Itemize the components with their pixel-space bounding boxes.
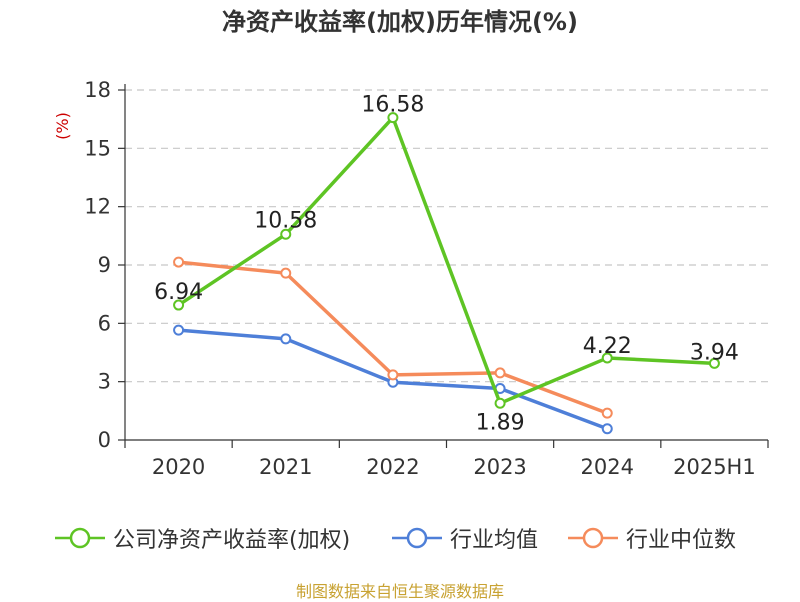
x-tick-label-2025H1: 2025H1 <box>673 455 756 479</box>
chart-title: 净资产收益率(加权)历年情况(%) <box>222 8 578 36</box>
y-tick-label-18: 18 <box>84 78 111 102</box>
data-point-s1-0[interactable] <box>173 324 185 336</box>
legend-item-industry-median[interactable]: 行业中位数 <box>568 518 736 558</box>
data-label-2021: 10.58 <box>254 208 317 233</box>
data-point-s2-3[interactable] <box>494 367 506 379</box>
legend-label-industry-median: 行业中位数 <box>626 528 737 553</box>
y-tick-label-0: 0 <box>98 428 111 452</box>
data-point-s1-1[interactable] <box>280 333 292 345</box>
series-line-2 <box>176 260 609 415</box>
data-labels: 6.94 10.58 16.58 1.89 4.22 3.94 <box>154 93 739 436</box>
y-tick-label-3: 3 <box>98 370 111 394</box>
data-point-s0-4[interactable] <box>601 352 613 364</box>
legend: 公司净资产收益率(加权) 行业均值 行业中位数 <box>0 518 800 558</box>
y-tick-label-6: 6 <box>98 311 111 335</box>
data-point-s0-2[interactable] <box>387 112 399 124</box>
x-tick-label-2023: 2023 <box>473 455 526 479</box>
legend-item-company[interactable]: 公司净资产收益率(加权) <box>55 518 350 558</box>
legend-marker-company <box>55 527 105 549</box>
legend-item-industry-mean[interactable]: 行业均值 <box>392 518 538 558</box>
source-note: 制图数据来自恒生聚源数据库 <box>295 582 504 601</box>
data-point-s0-0[interactable] <box>173 299 185 311</box>
data-label-2023: 1.89 <box>476 410 525 435</box>
x-tick-label-2021: 2021 <box>259 455 312 479</box>
data-point-s0-3[interactable] <box>494 397 506 409</box>
y-tick-label-15: 15 <box>84 136 111 160</box>
data-point-s0-5[interactable] <box>708 357 720 369</box>
data-point-s2-1[interactable] <box>280 267 292 279</box>
data-label-2020: 6.94 <box>154 280 203 305</box>
legend-label-industry-mean: 行业均值 <box>450 528 539 553</box>
axes: 0 3 6 9 12 15 18 2020 2021 2022 2023 2024 2025H1 (%) <box>53 78 769 479</box>
x-tick-label-2024: 2024 <box>581 455 634 479</box>
legend-label-company: 公司净资产收益率(加权) <box>113 528 351 553</box>
data-point-s0-1[interactable] <box>280 228 292 240</box>
data-label-2024: 4.22 <box>583 334 632 359</box>
y-axis-unit-label: (%) <box>53 112 72 140</box>
series-lines <box>173 112 720 435</box>
x-tick-label-2022: 2022 <box>366 455 419 479</box>
data-label-2022: 16.58 <box>361 93 424 118</box>
data-point-s2-4[interactable] <box>601 407 613 419</box>
data-point-s2-2[interactable] <box>387 369 399 381</box>
y-tick-label-9: 9 <box>98 253 111 277</box>
x-tick-label-2020: 2020 <box>152 455 205 479</box>
grid-lines <box>125 89 768 383</box>
legend-marker-industry-median <box>568 527 618 549</box>
data-point-s2-0[interactable] <box>173 256 185 268</box>
y-tick-label-12: 12 <box>84 195 111 219</box>
series-line-0 <box>176 115 717 405</box>
legend-marker-industry-mean <box>392 527 442 549</box>
data-point-s1-4[interactable] <box>601 423 613 435</box>
data-label-2025H1: 3.94 <box>690 340 739 365</box>
